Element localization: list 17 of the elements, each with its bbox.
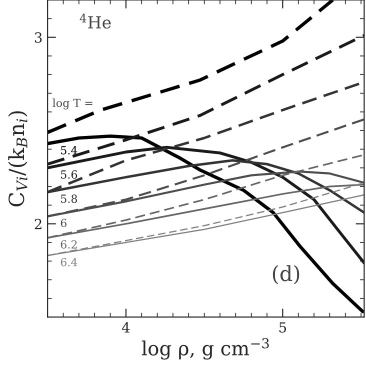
x-axis-title: log ρ, g cm$^{−3}$ (142, 338, 269, 360)
series-label: 5.4 (61, 146, 78, 154)
line-series (48, 0, 334, 134)
y-tick-label: 3 (34, 32, 42, 43)
x-tick-label: 5 (279, 322, 286, 333)
y-axis-title: C$_{Vi}$/(k$_{B}$n$_{i}$) (8, 111, 28, 206)
annotation: (d) (272, 265, 300, 284)
series-label: 6.2 (60, 240, 77, 249)
y-tick-label: 2 (34, 218, 42, 230)
annotation: log T = (52, 98, 92, 110)
series-label: 6.4 (60, 258, 78, 266)
annotation: $^{4}$He (80, 14, 111, 29)
series-label: 6 (60, 218, 66, 228)
line-series (48, 134, 364, 314)
series-label: 5.8 (61, 194, 78, 203)
x-tick-label: 4 (122, 322, 130, 332)
series-label: 5.6 (61, 170, 78, 179)
